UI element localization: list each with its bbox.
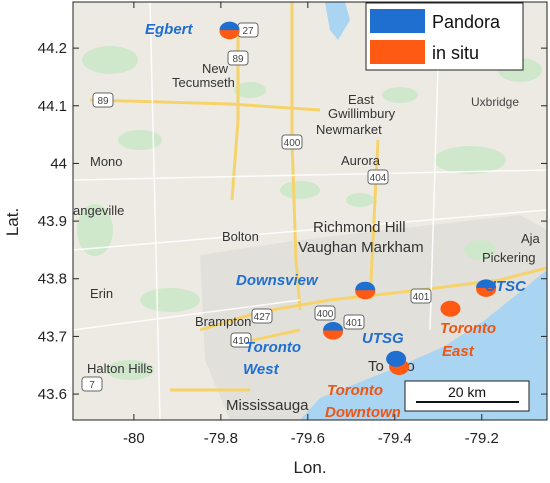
place-label: Erin — [90, 286, 113, 301]
marker-pandora-utsc — [476, 279, 497, 288]
svg-text:27: 27 — [242, 26, 254, 37]
x-tick-label: -80 — [123, 430, 145, 447]
site-label-toronto-west: Toronto — [245, 339, 301, 356]
y-tick-label: 44.2 — [38, 40, 67, 57]
highway-shield: 410 — [230, 332, 252, 348]
highway-shield: 27 — [237, 22, 259, 38]
place-label: To — [368, 358, 384, 375]
site-label-toronto-east: East — [442, 343, 475, 360]
urban-area — [200, 215, 547, 420]
y-tick-label: 44.1 — [38, 98, 67, 115]
scale-bar: 20 km — [404, 380, 530, 412]
place-label: Pickering — [482, 250, 535, 265]
site-label-egbert: Egbert — [145, 21, 194, 38]
highways — [89, 2, 547, 392]
x-tick-label: -79.2 — [465, 430, 499, 447]
highway-shield: 404 — [367, 169, 389, 185]
place-label: East — [348, 92, 374, 107]
place-label: Mississauga — [226, 397, 309, 414]
x-tick-label: -79.4 — [378, 430, 412, 447]
scale-bar-label: 20 km — [448, 384, 486, 400]
highway-shield: 7 — [81, 376, 103, 392]
place-label: Gwillimbury — [328, 106, 396, 121]
svg-text:404: 404 — [370, 173, 387, 184]
svg-text:7: 7 — [89, 380, 95, 391]
svg-text:89: 89 — [232, 54, 244, 65]
place-label: Aurora — [341, 153, 381, 168]
highway-shield: 89 — [92, 92, 114, 108]
svg-text:401: 401 — [413, 292, 430, 303]
marker-pandora-utsg — [386, 350, 407, 367]
marker-pandora-egbert — [219, 21, 240, 31]
legend-label-in-situ: in situ — [432, 43, 479, 63]
svg-text:89: 89 — [97, 96, 109, 107]
plot-frame — [72, 1, 548, 421]
y-tick-label: 44 — [50, 155, 67, 172]
y-tick-label: 43.7 — [38, 328, 67, 345]
place-label: Aja — [521, 231, 541, 246]
site-labels: Egbert Downsview Toronto West UTSG UTSC … — [145, 21, 527, 421]
basemap: New Tecumseth East Gwillimbury Newmarket… — [73, 2, 547, 420]
y-tick-label: 43.9 — [38, 213, 67, 230]
legend-label-pandora: Pandora — [432, 12, 501, 32]
place-label: Bolton — [222, 229, 259, 244]
place-label: Tecumseth — [172, 75, 235, 90]
place-label: Vaughan Markham — [298, 239, 424, 256]
x-axis-label: Lon. — [293, 458, 326, 477]
site-label-toronto-east: Toronto — [440, 320, 496, 337]
site-markers — [219, 21, 497, 375]
place-label: Mono — [90, 154, 123, 169]
place-label: Brampton — [195, 314, 251, 329]
marker-pandora-toronto-west — [323, 322, 344, 331]
x-tick-label: -79.8 — [204, 430, 238, 447]
site-label-downsview: Downsview — [236, 272, 319, 289]
svg-text:400: 400 — [284, 138, 301, 149]
highway-shield: 400 — [314, 305, 336, 321]
y-axis-label: Lat. — [3, 208, 22, 236]
highway-shield: 89 — [227, 50, 249, 66]
y-tick-label: 43.8 — [38, 271, 67, 288]
site-label-toronto-downtown: Toronto — [327, 382, 383, 399]
site-label-toronto-west: West — [243, 361, 280, 378]
site-label-utsg: UTSG — [362, 330, 404, 347]
place-label: Halton Hills — [87, 361, 153, 376]
legend-swatch-pandora — [370, 9, 425, 33]
svg-text:410: 410 — [233, 336, 250, 347]
marker-in-situ-toronto-east — [440, 300, 461, 317]
x-tick-label: -79.6 — [291, 430, 325, 447]
svg-text:400: 400 — [317, 309, 334, 320]
marker-pandora-downsview — [355, 281, 376, 291]
legend-swatch-in-situ — [370, 40, 425, 64]
place-label: Richmond Hill — [313, 219, 406, 236]
site-label-toronto-downtown: Downtown — [325, 404, 401, 421]
highway-shield: 400 — [281, 134, 303, 150]
green-areas — [77, 46, 542, 380]
place-label: Uxbridge — [471, 95, 519, 109]
place-label: angeville — [73, 203, 124, 218]
svg-text:427: 427 — [254, 312, 271, 323]
x-axis: -80 -79.8 -79.6 -79.4 -79.2 — [123, 2, 499, 447]
place-label: Newmarket — [316, 122, 382, 137]
highway-shield: 401 — [410, 288, 432, 304]
y-axis: 43.6 43.7 43.8 43.9 44 44.1 44.2 — [38, 40, 547, 403]
highway-shield: 427 — [251, 308, 273, 324]
lake-simcoe — [325, 2, 350, 40]
site-label-utsc: UTSC — [485, 278, 527, 295]
highway-shield: 401 — [343, 314, 365, 330]
legend: Pandora in situ — [365, 2, 524, 71]
place-label: New — [202, 61, 229, 76]
highway-shields: 27 89 89 400 404 400 427 401 401 410 7 — [81, 22, 432, 392]
svg-text:401: 401 — [346, 318, 363, 329]
y-tick-label: 43.6 — [38, 386, 67, 403]
